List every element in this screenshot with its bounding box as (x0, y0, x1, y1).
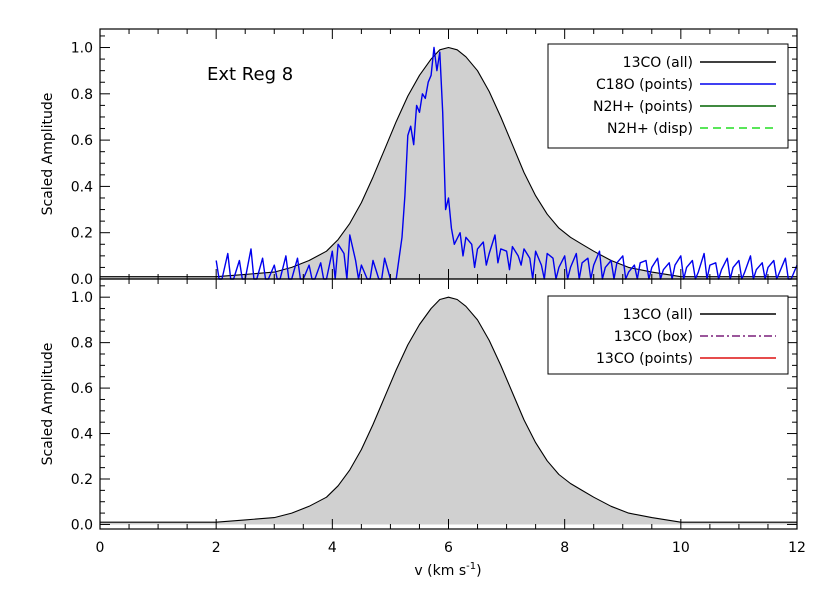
y-tick-label: 0.2 (71, 226, 93, 242)
y-tick-label: 0.2 (71, 472, 93, 488)
x-tick-label: 10 (672, 540, 690, 556)
x-tick-label: 4 (328, 540, 337, 556)
x-tick-label: 8 (560, 540, 569, 556)
region-annotation: Ext Reg 8 (207, 64, 293, 85)
legend: 13CO (all) C18O (points) N2H+ (points) N2H+… (547, 43, 789, 149)
series-fill-0 (100, 297, 797, 525)
y-tick-label: 0.4 (71, 427, 93, 443)
top-panel: 0.0 0.2 0.4 0.6 0.8 1.0 Scaled Amplitude Ext Re… (40, 28, 798, 288)
legend: 13CO (all) 13CO (box) 13CO (points) (547, 295, 789, 375)
x-tick-label: 12 (788, 540, 806, 556)
x-axis-title-sup: -1 (466, 561, 476, 572)
y-tick-label: 0.4 (71, 179, 93, 195)
y-tick-label: 0.6 (71, 381, 93, 397)
legend-label: 13CO (all) (623, 55, 693, 71)
y-tick-label: 1.0 (71, 290, 93, 306)
y-tick-label: 1.0 (71, 41, 93, 57)
legend-label: 13CO (all) (623, 307, 693, 323)
y-tick-label: 0.8 (71, 336, 93, 352)
bottom-panel: 0 2 4 6 8 10 12 0.0 0.2 0.4 0.6 0.8 1.0 Scaled Amplit… (40, 278, 806, 556)
x-axis-title: v (km s-1) (414, 561, 481, 579)
x-axis-title-main: v (km s (414, 563, 466, 579)
legend-label: 13CO (box) (614, 329, 693, 345)
y-axis-title: Scaled Amplitude (40, 93, 56, 216)
legend-label: 13CO (points) (596, 351, 693, 367)
y-tick-label: 0.0 (71, 272, 93, 288)
x-axis-title-tail: ) (476, 563, 481, 579)
legend-box (547, 295, 789, 375)
legend-label: C18O (points) (596, 77, 693, 93)
legend-label: N2H+ (points) (593, 99, 693, 115)
series-line-0 (100, 296, 797, 523)
legend-label: N2H+ (disp) (607, 121, 693, 137)
x-tick-label: 2 (212, 540, 221, 556)
x-tick-label: 0 (96, 540, 105, 556)
series-fill-0 (100, 47, 797, 279)
y-tick-label: 0.0 (71, 517, 93, 533)
y-tick-label: 0.6 (71, 133, 93, 149)
y-tick-label: 0.8 (71, 87, 93, 103)
y-axis-title: Scaled Amplitude (40, 343, 56, 466)
x-tick-label: 6 (444, 540, 453, 556)
series-line-0 (100, 46, 797, 278)
